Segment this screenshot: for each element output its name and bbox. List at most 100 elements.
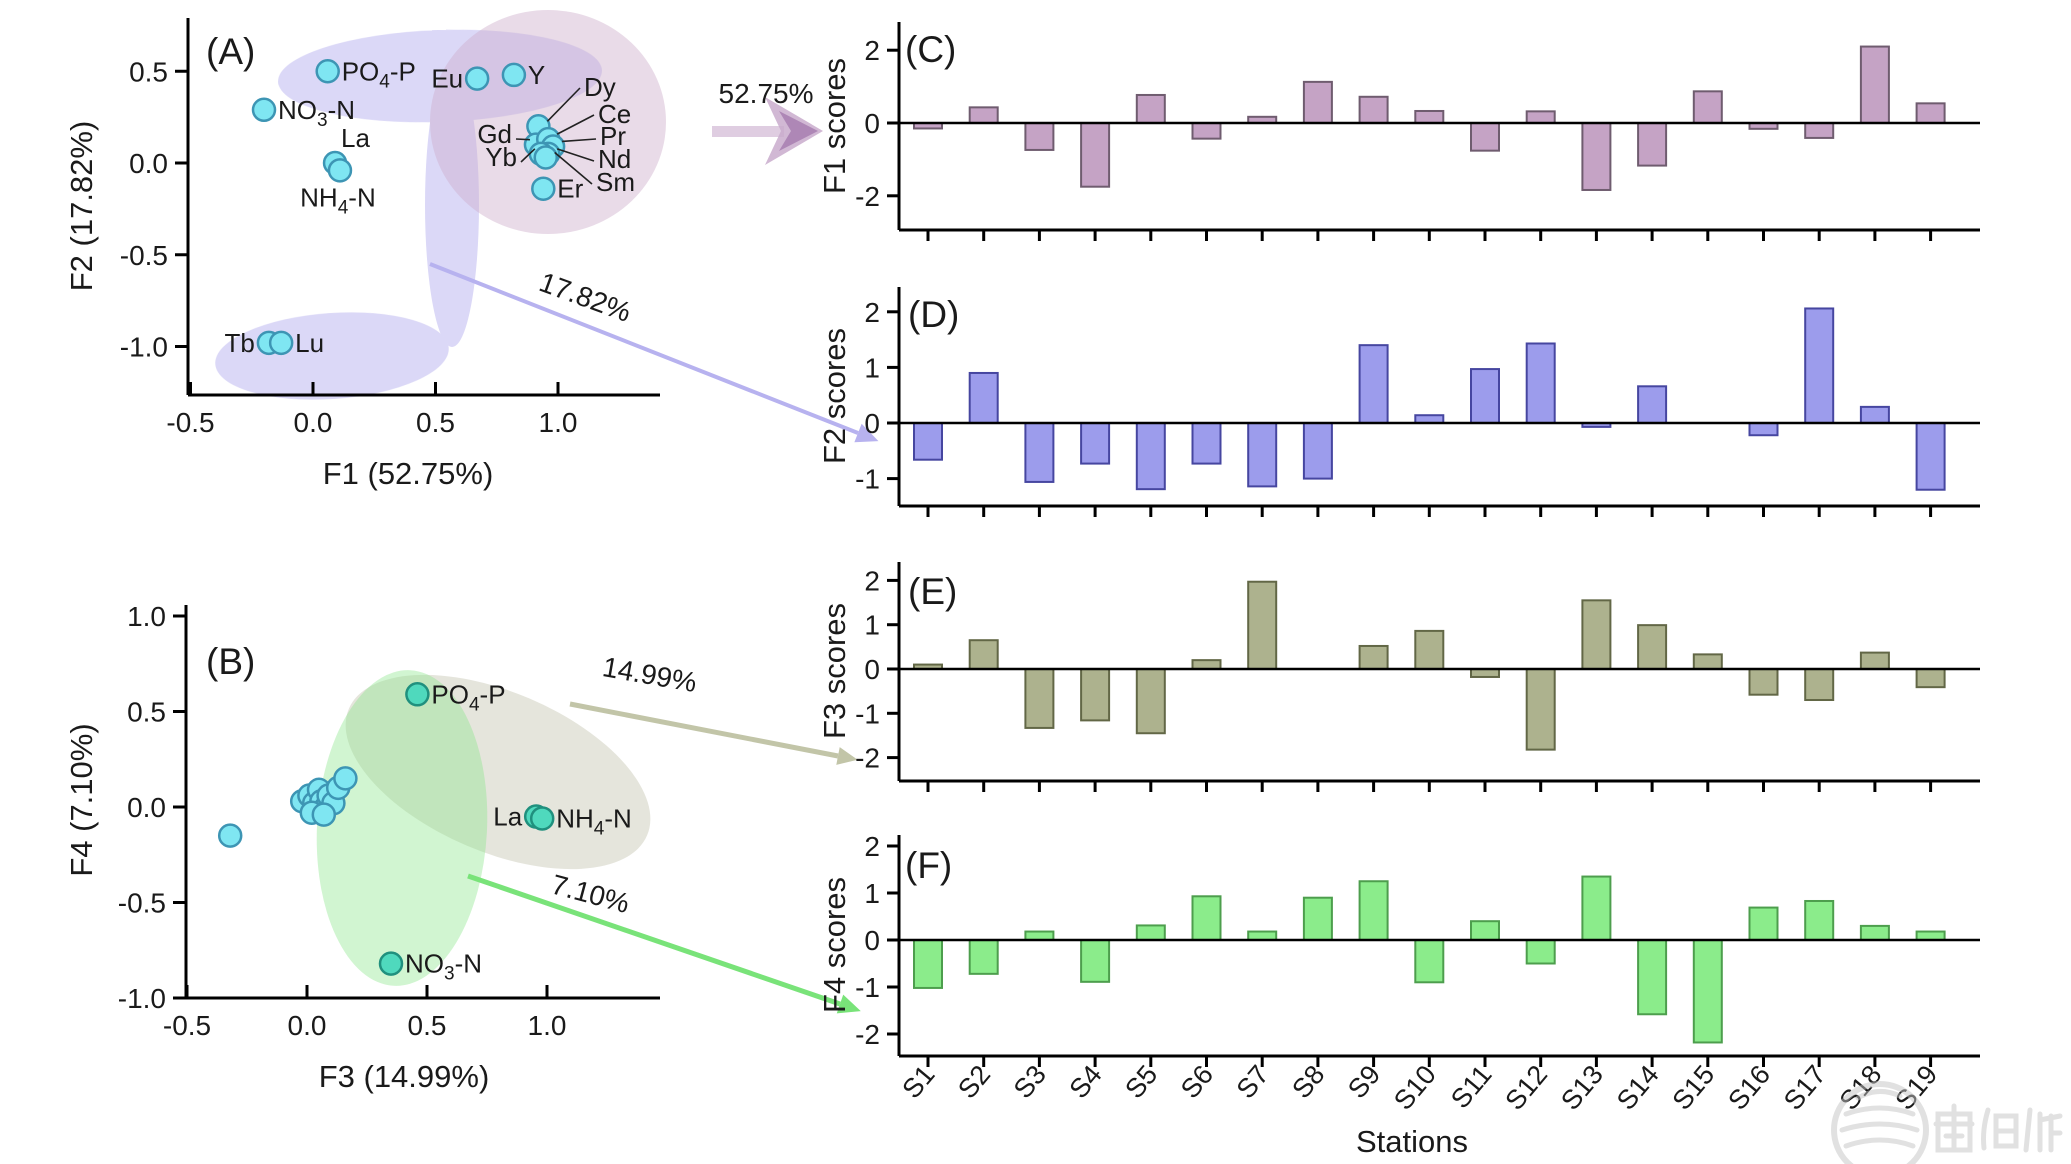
y-tick-label: 2 [864, 297, 880, 328]
point-Lu [268, 330, 294, 356]
station-label: S17 [1778, 1060, 1832, 1116]
arrow-f2 [429, 262, 879, 443]
point-Eu [464, 66, 490, 91]
panel-a-xlabel: F1 (52.75%) [323, 456, 494, 491]
blob-top-lobe [278, 29, 602, 123]
y-tick-label: -2 [855, 743, 880, 774]
bar-S12 [1525, 668, 1556, 751]
arrow-f1-head-inner [779, 111, 818, 151]
bar-S6 [1191, 659, 1222, 671]
panel-b-ylabel: F4 (7.10%) [64, 723, 99, 876]
callout-line [556, 148, 595, 162]
y-tick-label: -0.5 [120, 240, 168, 271]
bar-S19 [1915, 930, 1946, 941]
callout-line [520, 148, 536, 163]
bar-S5 [1135, 93, 1166, 124]
bar-S17 [1804, 899, 1835, 941]
y-tick-label: 2 [864, 565, 880, 596]
panel-b-green-ellipse [316, 670, 488, 986]
point-label: Yb [485, 142, 517, 172]
x-tick-label: -0.5 [166, 407, 214, 438]
y-tick-label: 0.5 [127, 697, 166, 728]
bar-S1 [913, 422, 943, 461]
stations-axis-label: Stations [1356, 1124, 1468, 1159]
bar-S19 [1915, 422, 1946, 491]
x-tick-label: -0.5 [163, 1010, 211, 1041]
bar-S15 [1692, 939, 1723, 1044]
bar-S19 [1915, 668, 1946, 689]
bar-S13 [1581, 599, 1612, 671]
bar-S8 [1302, 422, 1333, 480]
bar-S12 [1525, 110, 1556, 124]
station-label: S11 [1445, 1060, 1498, 1115]
bar-S13 [1581, 122, 1612, 191]
point-label: Sm [596, 167, 635, 197]
bar-S4 [1080, 668, 1111, 722]
arrow-f4 [467, 873, 861, 1014]
bar-S4 [1080, 939, 1111, 983]
station-label: S5 [1119, 1060, 1163, 1105]
y-tick-label: -2 [855, 181, 880, 212]
point-label: Eu [431, 64, 463, 94]
point-cluster [333, 766, 358, 791]
panel-b-xlabel: F3 (14.99%) [319, 1059, 490, 1094]
station-label: S4 [1063, 1060, 1107, 1105]
station-label: S3 [1008, 1060, 1052, 1105]
bar-S17 [1804, 307, 1835, 424]
point-label: NH4-N [300, 182, 376, 218]
bar-S8 [1302, 80, 1333, 124]
bar-S10 [1414, 939, 1445, 984]
bar-S5 [1135, 668, 1166, 735]
arrow-f2-head [854, 423, 879, 443]
bar-S5 [1135, 924, 1166, 941]
y-tick-label: 2 [864, 831, 880, 862]
arrow-f1 [712, 97, 823, 165]
y-tick-label: 0.5 [129, 56, 168, 87]
watermark-emblem-wave [1843, 1137, 1916, 1149]
bar-S16 [1748, 906, 1779, 942]
y-tick-label: 0 [864, 108, 880, 139]
point-Sm [533, 145, 558, 170]
watermark-glyph [1981, 1107, 1991, 1151]
station-label: S2 [952, 1060, 996, 1105]
x-tick-label: 0.0 [288, 1010, 327, 1041]
arrow-f3-label: 14.99% [600, 651, 699, 698]
station-label: S8 [1286, 1060, 1330, 1105]
point-NH4-N [327, 158, 353, 183]
bar-S11 [1470, 122, 1500, 152]
bar-S15 [1692, 90, 1723, 124]
station-label: S6 [1175, 1060, 1219, 1105]
panel-b-title: (B) [206, 641, 255, 682]
bar-S13 [1581, 875, 1612, 941]
bar-S3 [1024, 668, 1055, 729]
bar-S7 [1247, 580, 1278, 670]
point-label: Er [557, 174, 583, 204]
point-label: NO3-N [278, 95, 355, 131]
bar-S6 [1191, 895, 1222, 941]
bar-S16 [1748, 422, 1779, 437]
station-label: S12 [1499, 1060, 1553, 1116]
point-label: Y [528, 60, 545, 90]
point-cluster [217, 823, 243, 848]
arrow-f2-label: 17.82% [535, 266, 635, 328]
panel-d-title: (D) [908, 294, 959, 335]
bar-S15 [1692, 653, 1723, 670]
bar-S11 [1470, 920, 1500, 942]
bar-S7 [1247, 930, 1278, 941]
watermark-emblem-wave [1843, 1105, 1916, 1117]
x-tick-label: 1.0 [539, 407, 578, 438]
bar-S8 [1302, 896, 1333, 942]
y-tick-label: -1.0 [118, 983, 166, 1014]
y-tick-label: 0.0 [129, 148, 168, 179]
y-tick-label: -1 [855, 972, 880, 1003]
bar-S2 [968, 639, 999, 671]
panel-b-gray-ellipse [345, 674, 651, 870]
panel-f-ylabel: F4 scores [817, 877, 852, 1013]
bar-S9 [1358, 95, 1389, 124]
station-label: S1 [896, 1060, 940, 1105]
panel-a-ylabel: F2 (17.82%) [64, 121, 99, 292]
point-label: Lu [295, 328, 324, 358]
